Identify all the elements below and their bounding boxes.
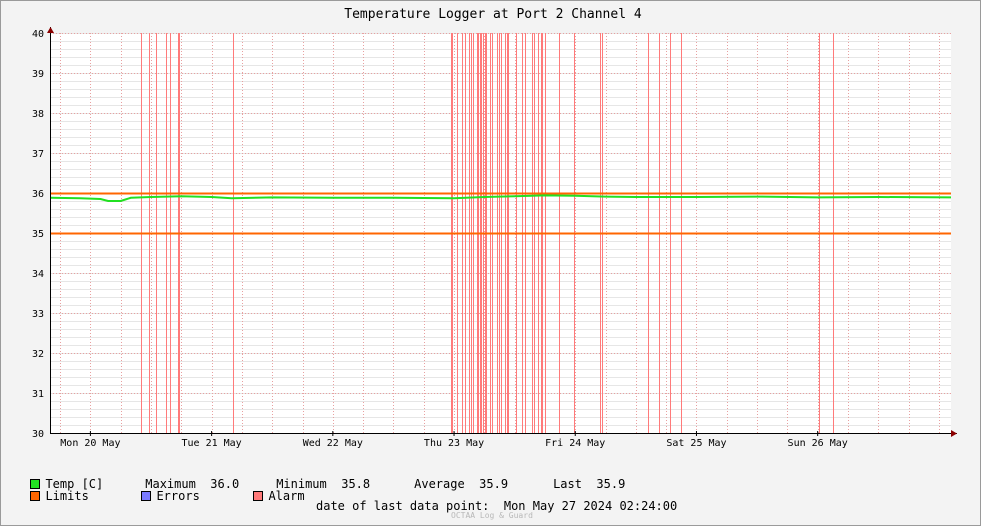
average-label: Average — [414, 477, 465, 491]
last-label: Last — [553, 477, 582, 491]
y-tick-label: 34 — [32, 269, 44, 280]
y-tick-label: 40 — [32, 29, 44, 40]
last-value: 35.9 — [596, 477, 626, 491]
y-tick-label: 30 — [32, 429, 44, 440]
errors-swatch — [141, 491, 152, 501]
y-tick-label: 32 — [32, 349, 44, 360]
legend-row-1: Temp [C] Maximum 36.0 Minimum 35.8 Average … — [16, 463, 625, 491]
limits-legend-label: Limits — [45, 489, 89, 503]
x-tick-label: Mon 20 May — [60, 438, 120, 449]
legend-temp: Temp [C] — [30, 477, 103, 491]
y-tick-label: 39 — [32, 69, 44, 80]
y-tick-label: 36 — [32, 189, 44, 200]
chart-title: Temperature Logger at Port 2 Channel 4 — [344, 7, 642, 22]
legend-alarm: Alarm — [253, 489, 305, 503]
x-tick-label: Sat 25 May — [666, 438, 726, 449]
x-tick-label: Tue 21 May — [182, 438, 242, 449]
watermark: OCTAA Log & Guard — [451, 511, 533, 520]
y-tick-label: 37 — [32, 149, 44, 160]
y-tick-label: 35 — [32, 229, 44, 240]
x-tick-label: Sun 26 May — [788, 438, 848, 449]
y-axis-arrow — [47, 27, 54, 33]
temperature-line — [49, 194, 952, 202]
last-point-value: Mon May 27 2024 02:24:00 — [503, 499, 678, 513]
last-point-label: date of last data point: — [316, 499, 490, 513]
errors-legend-label: Errors — [156, 489, 200, 503]
x-axis-arrow — [951, 430, 957, 437]
maximum-label: Maximum — [145, 477, 196, 491]
x-tick-label: Thu 23 May — [424, 438, 484, 449]
legend-errors: Errors — [141, 489, 253, 503]
x-tick-label: Fri 24 May — [545, 438, 605, 449]
y-tick-label: 31 — [32, 389, 44, 400]
average-value: 35.9 — [479, 477, 509, 491]
x-tick-label: Wed 22 May — [303, 438, 363, 449]
maximum-value: 36.0 — [210, 477, 240, 491]
y-tick-label: 38 — [32, 109, 44, 120]
alarm-swatch — [253, 491, 264, 501]
legend-row-2: Limits Errors Alarm — [16, 475, 305, 503]
temp-swatch — [30, 479, 41, 489]
minimum-label: Minimum — [276, 477, 327, 491]
legend-limits: Limits — [30, 489, 141, 503]
last-data-point: date of last data point: Mon May 27 2024… — [316, 499, 677, 513]
temp-legend-label: Temp [C] — [45, 477, 104, 491]
alarm-legend-label: Alarm — [268, 489, 305, 503]
minimum-value: 35.8 — [341, 477, 371, 491]
y-tick-label: 33 — [32, 309, 44, 320]
limits-swatch — [30, 491, 41, 501]
temperature-chart: 30 31 32 33 34 35 36 37 38 39 40 Mon 20 May Tue 21 M… — [32, 7, 957, 449]
